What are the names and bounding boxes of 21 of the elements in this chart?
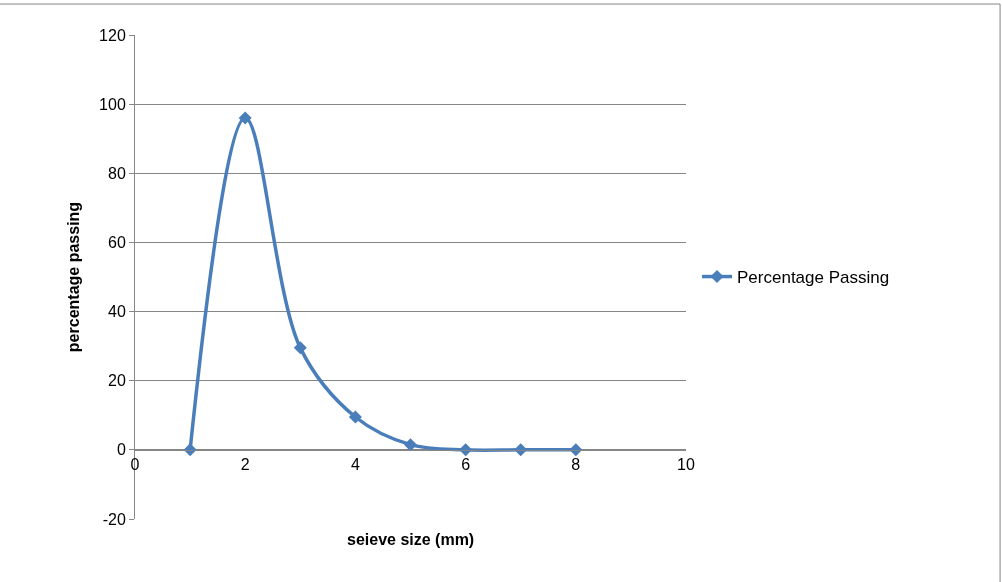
y-tick-label: 120 (99, 26, 126, 44)
point (404, 438, 417, 452)
y-tick-label: 20 (108, 372, 126, 390)
y-tick-label: 40 (108, 303, 126, 321)
x-axis-title: seieve size (mm) (347, 531, 475, 548)
point (238, 111, 252, 125)
x-tick-label: 2 (240, 456, 250, 474)
y-tick-label: 0 (116, 441, 126, 459)
x-tick-label: 10 (677, 456, 695, 474)
y-tick-label: 100 (99, 95, 126, 113)
x-tick-label: 4 (350, 456, 360, 474)
point (293, 341, 307, 355)
y-tick-label: -20 (102, 510, 126, 528)
x-tick-label: 6 (461, 456, 471, 474)
x-tick-label: 8 (571, 456, 581, 474)
legend-label: Percentage Passing (737, 268, 890, 288)
y-axis-title: percentage passing (65, 201, 82, 353)
point (348, 410, 362, 424)
x-tick-label: 0 (130, 456, 140, 474)
y-tick-label: 60 (108, 234, 126, 252)
y-tick-label: 80 (108, 164, 126, 182)
